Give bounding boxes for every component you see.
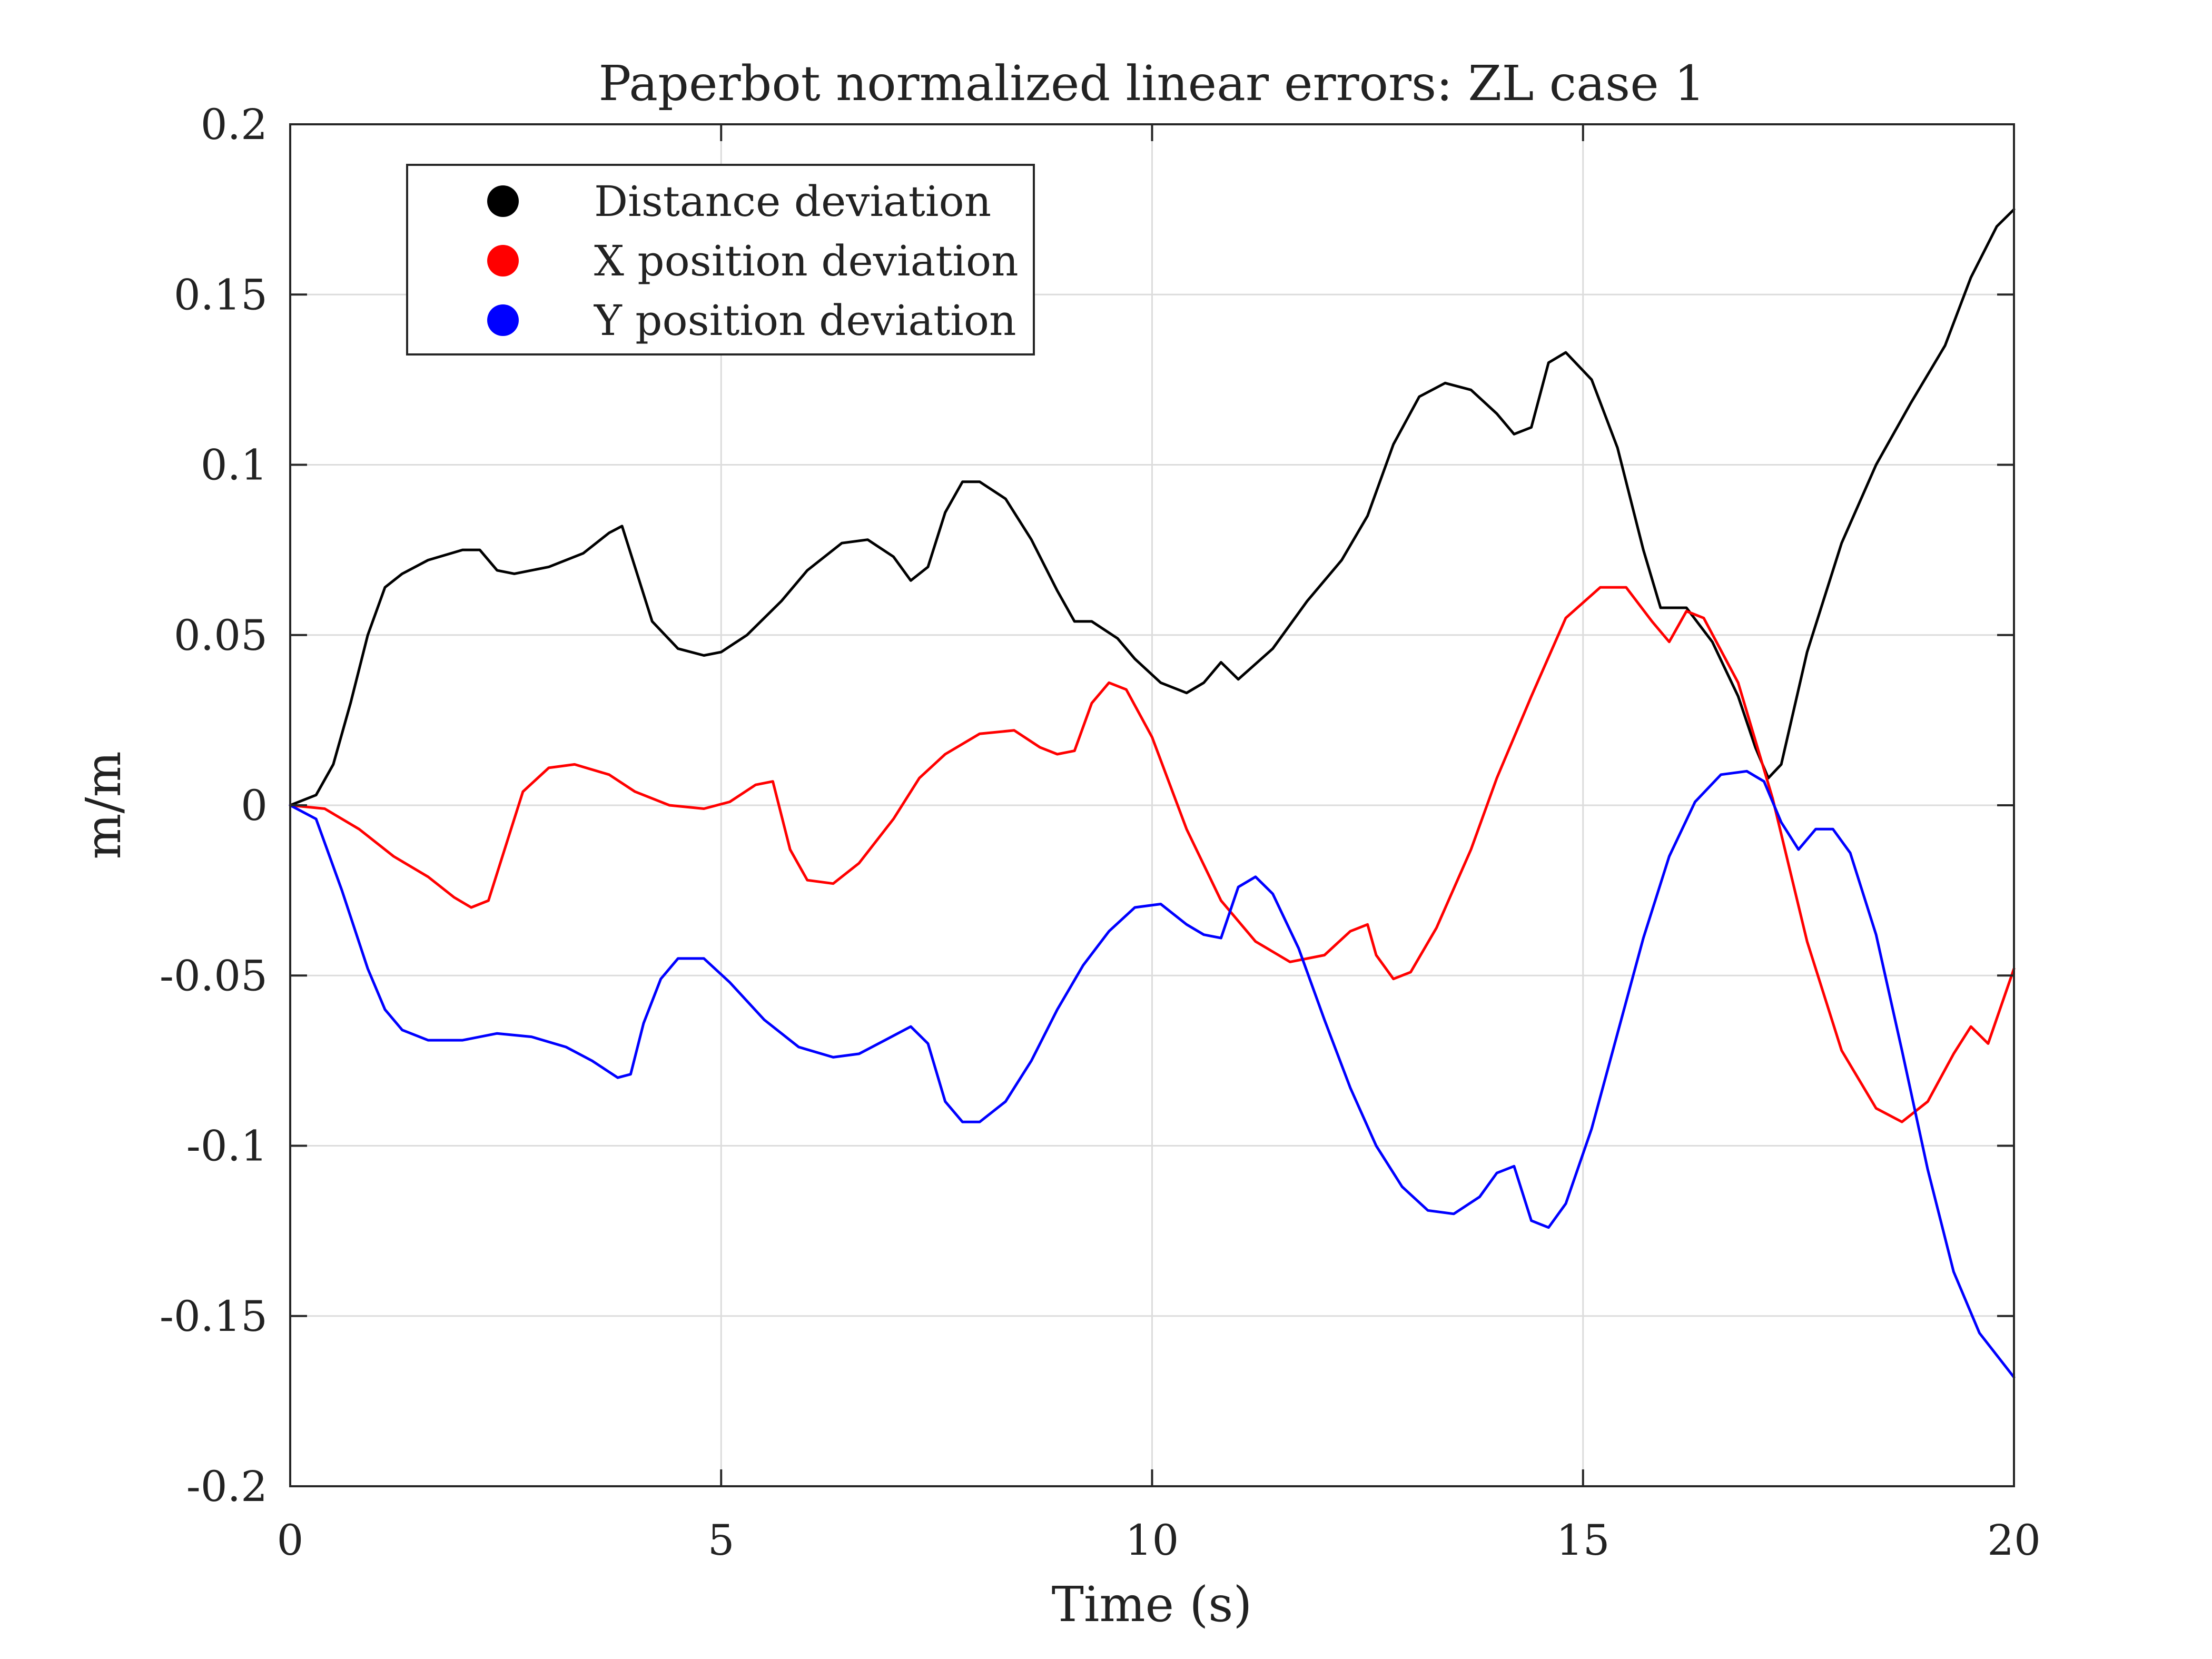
x-tick-label: 10	[1125, 1516, 1179, 1565]
y-tick-label: 0.1	[201, 441, 268, 490]
x-tick-label: 5	[708, 1516, 735, 1565]
legend-label: Y position deviation	[594, 296, 1016, 345]
legend-label: X position deviation	[594, 236, 1019, 285]
x-tick-label: 20	[1987, 1516, 2041, 1565]
series-line-3	[289, 769, 2016, 1379]
tick-labels: 0 5 10 15 20 -0.2 -0.15 -0.1 -0.05 0 0.05 0.1 0.15 0.…	[160, 100, 2041, 1565]
legend-items: Distance deviation X position deviation Y …	[487, 177, 1019, 345]
legend: Distance deviation X position deviation Y …	[406, 164, 1035, 355]
x-tick-label: 0	[277, 1516, 304, 1565]
legend-marker	[487, 245, 519, 276]
y-tick-label: 0.05	[174, 611, 268, 660]
y-tick-label: -0.2	[186, 1462, 268, 1511]
y-tick-label: 0	[241, 781, 268, 830]
ticks	[289, 123, 2015, 1487]
series-lines	[289, 208, 2016, 1379]
legend-marker	[487, 185, 519, 217]
y-tick-label: 0.15	[174, 270, 268, 319]
y-tick-label: -0.1	[186, 1122, 268, 1171]
series-line-2	[289, 586, 2016, 1123]
y-tick-label: 0.2	[201, 100, 268, 149]
y-tick-label: -0.15	[160, 1292, 268, 1341]
legend-label: Distance deviation	[594, 177, 991, 226]
y-axis-label: m/m	[75, 751, 132, 859]
x-axis-label: Time (s)	[1052, 1576, 1252, 1633]
chart-title: Paperbot normalized linear errors: ZL ca…	[599, 55, 1705, 112]
x-tick-label: 15	[1556, 1516, 1610, 1565]
grid	[290, 124, 2014, 1486]
y-tick-label: -0.05	[160, 951, 268, 1000]
series-line-1	[289, 208, 2016, 807]
legend-marker	[487, 304, 519, 336]
